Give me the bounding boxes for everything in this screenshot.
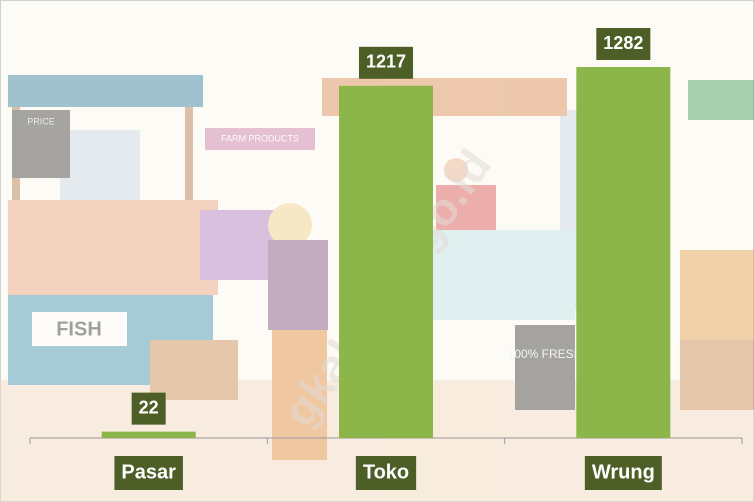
fish-sign-text: FISH (56, 318, 102, 340)
shopper-hair (268, 203, 312, 247)
bar (576, 67, 671, 438)
x-tick-label-box (355, 456, 417, 490)
fish-stall-roof (8, 75, 203, 107)
data-label-group: 1217 (358, 46, 414, 79)
price-board-text: PRICE (27, 116, 55, 126)
x-tick-label-group: Toko (355, 456, 417, 490)
veg-pile (680, 250, 754, 340)
post (185, 107, 193, 337)
seller-head (444, 158, 468, 182)
data-label: 1217 (366, 52, 406, 72)
data-label-box (358, 46, 414, 79)
veg-crate (680, 340, 754, 410)
data-label-box (596, 28, 651, 60)
seller-body (436, 185, 496, 230)
post (12, 107, 20, 337)
data-label: 22 (139, 397, 159, 417)
crate (150, 340, 238, 400)
data-label-group: 1282 (596, 28, 651, 60)
building (60, 130, 140, 310)
meat-counter (430, 230, 575, 320)
farm-sign (205, 128, 315, 150)
x-tick-label: Pasar (121, 461, 176, 483)
x-tick-label-group: Wrung (584, 456, 662, 490)
price-board (12, 110, 70, 178)
farm-stall (200, 210, 280, 280)
bar (339, 85, 433, 438)
bar (101, 431, 196, 438)
x-tick-label: Wrung (592, 461, 655, 483)
data-label-box (131, 392, 166, 425)
data-label: 1282 (603, 33, 643, 53)
farm-sign-text: FARM PRODUCTS (221, 133, 299, 143)
data-label-group: 22 (131, 392, 166, 425)
shopper-body (268, 240, 328, 330)
fish-counter (8, 200, 218, 295)
plot-area: 22 Pasar 1217 Toko 1282 Wrung (29, 28, 743, 490)
fresh-board-text: 100% FRESH (508, 347, 583, 361)
x-tick-label-box (114, 456, 183, 490)
x-tick-label: Toko (363, 461, 409, 483)
fish-stall-base (8, 295, 213, 385)
fish-sign (32, 312, 127, 346)
x-tick-label-box (584, 456, 662, 490)
x-tick-label-group: Pasar (114, 456, 183, 490)
veg-stall-roof (688, 80, 754, 120)
fresh-board (515, 325, 575, 410)
